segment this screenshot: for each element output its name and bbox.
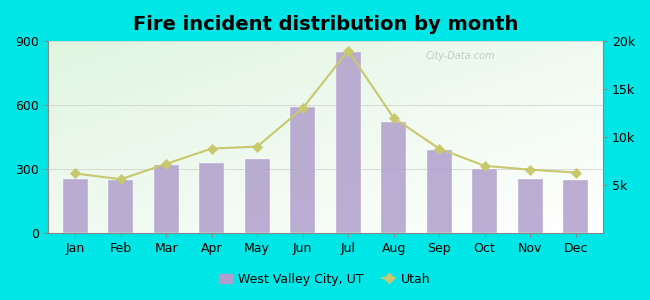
Bar — [426, 150, 452, 233]
Bar — [290, 107, 315, 233]
Title: Fire incident distribution by month: Fire incident distribution by month — [133, 15, 518, 34]
Bar — [517, 178, 543, 233]
Bar — [335, 52, 361, 233]
Text: City-Data.com: City-Data.com — [425, 51, 495, 61]
Bar — [108, 180, 133, 233]
Bar — [244, 159, 270, 233]
Bar — [563, 180, 588, 233]
Bar — [153, 165, 179, 233]
Bar — [472, 169, 497, 233]
Bar — [381, 122, 406, 233]
Bar — [62, 178, 88, 233]
Legend: West Valley City, UT, Utah: West Valley City, UT, Utah — [214, 268, 436, 291]
Bar — [199, 163, 224, 233]
